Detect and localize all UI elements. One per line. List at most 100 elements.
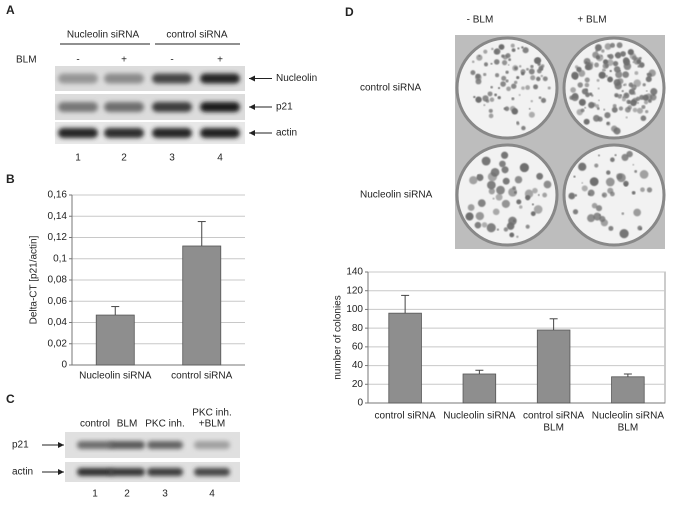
colony	[594, 44, 602, 52]
colony	[580, 108, 585, 113]
colony	[640, 115, 647, 122]
arrow-head	[58, 469, 64, 475]
colony	[613, 127, 621, 135]
x-tick-label: Nucleolin siRNA	[79, 371, 152, 382]
colony	[650, 88, 658, 96]
colony	[601, 68, 606, 72]
y-tick-label: 0,12	[48, 232, 68, 243]
band	[152, 102, 192, 112]
colony	[571, 72, 579, 80]
colony	[534, 57, 541, 64]
treatment: +	[217, 55, 223, 66]
colony	[501, 60, 508, 66]
x-tick-label: BLM	[543, 423, 564, 434]
band	[58, 128, 98, 138]
colony	[542, 76, 548, 82]
colony	[501, 75, 507, 81]
colony	[632, 107, 638, 113]
band	[104, 73, 144, 84]
colony	[508, 58, 512, 62]
colony	[594, 62, 599, 68]
lane-number: 3	[169, 153, 175, 164]
error-bar	[401, 294, 410, 314]
band-label: actin	[276, 128, 297, 139]
colony	[496, 228, 500, 231]
colony	[625, 116, 628, 119]
colony	[530, 99, 533, 103]
colony	[508, 187, 518, 197]
colony	[526, 67, 529, 71]
y-tick-label: 0,16	[48, 190, 68, 201]
colony	[528, 111, 535, 118]
colony	[505, 79, 509, 83]
colony	[640, 187, 645, 193]
colony	[616, 173, 626, 183]
colony	[621, 212, 625, 215]
colony	[609, 42, 615, 48]
colony	[608, 53, 614, 60]
colony	[493, 59, 500, 65]
colony	[585, 61, 588, 64]
error-bar	[111, 306, 120, 316]
colony	[608, 225, 614, 231]
colony	[483, 72, 487, 77]
y-tick-label: 0,1	[53, 253, 67, 264]
colony	[614, 154, 617, 157]
y-tick-label: 80	[352, 323, 364, 334]
bar	[611, 376, 645, 404]
colony	[476, 174, 484, 182]
error-bar	[549, 318, 558, 331]
colony	[631, 190, 636, 195]
colony	[496, 185, 505, 195]
colony	[633, 57, 641, 65]
colony	[483, 49, 488, 54]
colony	[587, 62, 590, 65]
lane-number: 1	[75, 153, 81, 164]
colony	[507, 64, 510, 66]
colony	[547, 86, 551, 90]
colony	[598, 154, 600, 157]
band	[152, 128, 192, 138]
bar	[95, 314, 135, 366]
panel-label: A	[6, 3, 15, 17]
colony	[494, 93, 498, 97]
x-tick-label: control siRNA	[523, 411, 584, 422]
colony	[581, 182, 584, 184]
colony	[516, 121, 520, 124]
colony	[612, 103, 617, 108]
colony	[543, 180, 552, 189]
colony	[639, 170, 649, 179]
colony	[639, 94, 645, 100]
colony	[581, 185, 588, 192]
colony	[528, 68, 535, 75]
x-tick-label: control siRNA	[171, 371, 232, 382]
colony	[623, 180, 629, 187]
colony	[512, 65, 519, 72]
colony	[492, 197, 495, 200]
colony	[604, 112, 611, 119]
colony	[533, 205, 543, 214]
colony	[632, 61, 635, 63]
colony	[584, 64, 591, 71]
colony	[485, 99, 490, 103]
colony	[532, 187, 538, 194]
colony	[606, 170, 611, 175]
panel-label: D	[345, 5, 354, 19]
blot	[55, 122, 245, 144]
colony	[609, 191, 615, 197]
colony	[492, 208, 500, 216]
colony	[540, 97, 547, 104]
y-tick-label: 0,04	[48, 317, 68, 328]
colony	[531, 203, 534, 206]
error-bar	[623, 373, 632, 377]
colony	[633, 208, 642, 217]
panel-label: B	[6, 172, 15, 186]
colony	[488, 108, 493, 113]
colony	[584, 77, 590, 83]
colony	[525, 224, 530, 229]
colony	[530, 211, 536, 217]
colony	[618, 106, 624, 111]
colony	[467, 204, 475, 211]
column-label: - BLM	[467, 15, 494, 26]
colony	[475, 96, 482, 103]
